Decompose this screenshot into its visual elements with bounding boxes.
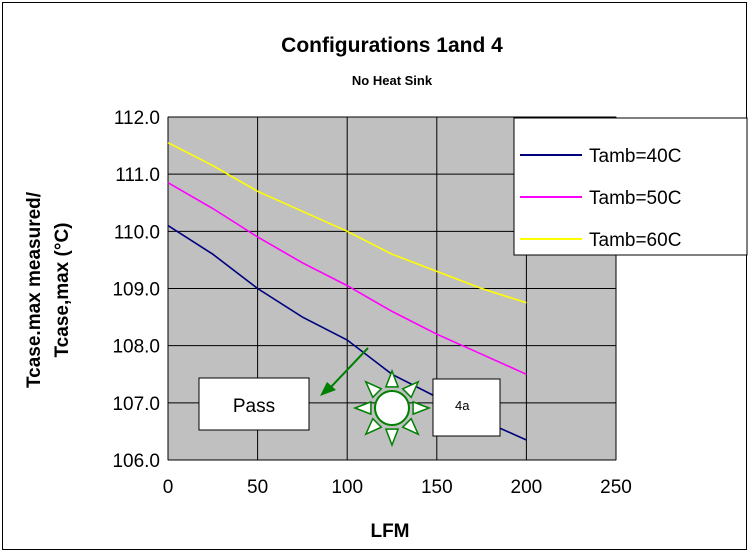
- sun-ray: [364, 417, 383, 436]
- x-axis-label: LFM: [370, 521, 409, 542]
- sun-ray: [364, 380, 383, 399]
- tag-box: [432, 378, 501, 437]
- sun-ray: [352, 400, 372, 416]
- legend: Tamb=40C Tamb=50C Tamb=60C: [513, 117, 748, 256]
- series-line-2: [167, 182, 527, 376]
- pass-arrow: [320, 347, 369, 396]
- legend-box: [513, 117, 748, 256]
- x-tick-label: 50: [247, 477, 268, 498]
- chart-subtitle: No Heat Sink: [351, 73, 433, 88]
- y-axis-label: Tcase.max measured/ Tcase,max (°C): [24, 191, 73, 388]
- y-tick-label: 109.0: [112, 280, 160, 301]
- series-line-3: [167, 141, 527, 304]
- legend-label: Tamb=40C: [589, 146, 681, 167]
- pass-label: Pass: [233, 396, 275, 417]
- sun-core: [374, 390, 410, 426]
- x-tick-label: 0: [163, 477, 174, 498]
- y-axis-label-line-2: Tcase,max (°C): [52, 222, 73, 357]
- y-axis-label-line-1: Tcase.max measured/: [24, 191, 45, 388]
- legend-label: Tamb=60C: [589, 230, 681, 251]
- y-tick-label: 108.0: [112, 337, 160, 358]
- x-tick-label: 250: [600, 477, 632, 498]
- x-axis-ticks: 0 50 100 150 200 250: [163, 477, 632, 498]
- y-tick-label: 110.0: [114, 222, 160, 243]
- x-tick-label: 100: [331, 477, 363, 498]
- sun-ray: [384, 428, 400, 448]
- y-tick-label: 107.0: [112, 394, 160, 415]
- y-tick-label: 106.0: [112, 451, 160, 472]
- x-tick-label: 200: [511, 477, 543, 498]
- sun-ray: [384, 368, 400, 388]
- legend-label: Tamb=50C: [589, 188, 681, 209]
- y-axis-ticks: 106.0 107.0 108.0 109.0 110.0 111.0 112.0: [112, 108, 160, 472]
- sun-ray: [401, 380, 420, 399]
- sun-ray: [412, 400, 432, 416]
- sun-ray: [401, 417, 420, 436]
- y-tick-label: 111.0: [115, 165, 160, 186]
- chart-title: Configurations 1and 4: [281, 34, 503, 57]
- tag-label: 4a: [455, 398, 470, 413]
- x-tick-label: 150: [421, 477, 453, 498]
- pass-box: [198, 377, 310, 431]
- y-tick-label: 112.0: [114, 108, 160, 129]
- sun-icon: [352, 368, 432, 448]
